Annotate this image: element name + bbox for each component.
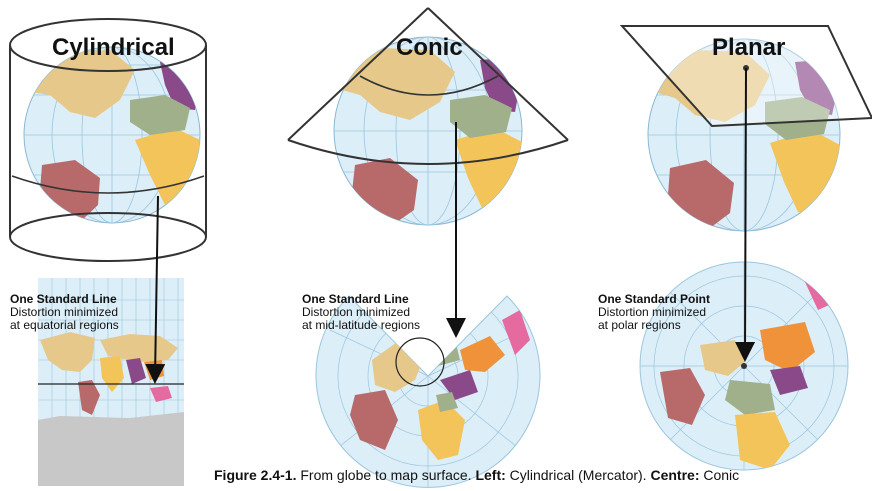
caption-text: From globe to map surface.	[296, 467, 476, 483]
caption-left-label: Left:	[475, 467, 506, 483]
label-cylindrical-heading: One Standard Line	[10, 292, 117, 306]
globe-conic	[333, 36, 523, 226]
label-conic-line1: Distortion minimized	[302, 305, 411, 319]
caption-left-text: Cylindrical (Mercator).	[505, 467, 651, 483]
caption-centre-label: Centre:	[650, 467, 700, 483]
map-planar	[639, 261, 849, 471]
cylinder-surface	[9, 18, 207, 262]
label-conic: One Standard Line Distortion minimized a…	[302, 293, 420, 332]
title-planar: Planar	[712, 34, 786, 61]
label-planar-heading: One Standard Point	[598, 292, 711, 306]
arrows	[145, 67, 756, 384]
label-cylindrical: One Standard Line Distortion minimized a…	[10, 293, 119, 332]
label-planar-line1: Distortion minimized	[598, 305, 707, 319]
label-conic-heading: One Standard Line	[302, 292, 409, 306]
globe-planar	[647, 38, 841, 232]
title-cylindrical: Cylindrical	[52, 34, 175, 61]
arrow-cylindrical	[145, 195, 166, 384]
caption-figure-label: Figure 2.4-1.	[214, 467, 297, 483]
label-planar: One Standard Point Distortion minimized …	[598, 293, 710, 332]
cone-surface	[287, 7, 569, 165]
arrow-planar	[735, 67, 756, 362]
title-conic: Conic	[396, 34, 463, 61]
caption-centre-text: Conic	[699, 467, 740, 483]
globe-cylindrical	[23, 46, 201, 224]
map-conic	[315, 295, 541, 488]
figure-caption: Figure 2.4-1. From globe to map surface.…	[214, 467, 739, 483]
label-cylindrical-line2: at equatorial regions	[10, 318, 119, 332]
label-cylindrical-line1: Distortion minimized	[10, 305, 119, 319]
label-conic-line2: at mid-latitude regions	[302, 318, 421, 332]
label-planar-line2: at polar regions	[598, 318, 681, 332]
